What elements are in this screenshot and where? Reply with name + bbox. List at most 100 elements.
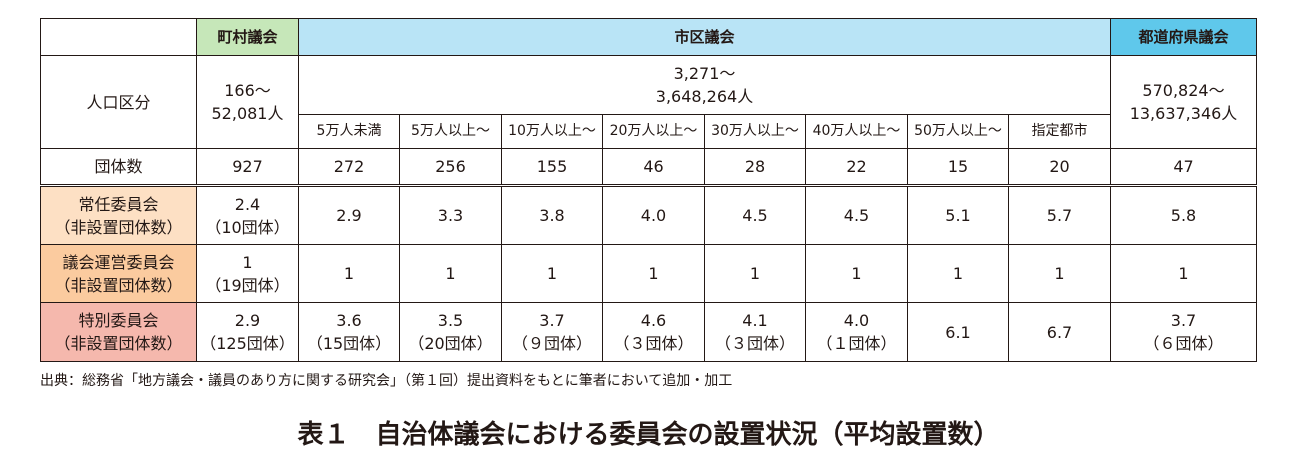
city-category: 40万人以上〜 xyxy=(805,114,908,149)
row-label-sub: （非設置団体数） xyxy=(54,275,183,295)
data-cell: 1 xyxy=(1110,244,1257,303)
city-population-min: 3,271〜 xyxy=(673,64,736,83)
data-cell: 3.3 xyxy=(399,185,502,245)
row-label-main: 議会運営委員会 xyxy=(62,252,175,272)
count-cell: 20 xyxy=(1008,148,1111,187)
count-cell: 272 xyxy=(298,148,400,187)
city-category: 5万人未満 xyxy=(298,114,400,149)
standing-committee-label: 常任委員会 （非設置団体数） xyxy=(40,185,197,245)
cell-value: 1 xyxy=(1054,264,1065,283)
count-cell: 927 xyxy=(196,148,299,187)
data-cell: 5.8 xyxy=(1110,185,1257,245)
city-header: 市区議会 xyxy=(298,18,1111,56)
city-category: 5万人以上〜 xyxy=(399,114,502,149)
data-cell: 4.0 xyxy=(602,185,705,245)
cell-note: （15団体） xyxy=(306,334,392,353)
corner-cell xyxy=(40,18,197,56)
cell-value: 4.6 xyxy=(640,311,667,330)
row-label-main: 特別委員会 xyxy=(78,311,159,330)
data-cell: 1 xyxy=(602,244,705,303)
data-cell: 6.7 xyxy=(1008,302,1111,362)
cell-note: （20団体） xyxy=(408,334,493,353)
data-cell: 3.5 （20団体） xyxy=(399,302,502,362)
cell-value: 1 xyxy=(1178,264,1189,283)
data-cell: 4.5 xyxy=(805,185,908,245)
table-title: 表１ 自治体議会における委員会の設置状況（平均設置数） xyxy=(297,420,1000,450)
city-category: 30万人以上〜 xyxy=(704,114,806,149)
data-cell: 2.9 xyxy=(298,185,400,245)
cell-value: 5.7 xyxy=(1046,206,1073,225)
cell-value: 1 xyxy=(648,264,659,283)
cell-note: （１団体） xyxy=(816,334,897,353)
data-cell: 3.7 （６団体） xyxy=(1110,302,1257,362)
standing-committee-row: 常任委員会 （非設置団体数） 2.4 （10団体） 2.9 3.3 3.8 4.… xyxy=(40,185,1257,245)
population-label: 人口区分 xyxy=(40,55,197,149)
cell-value: 3.7 xyxy=(539,311,565,330)
data-cell: 4.6 （３団体） xyxy=(602,302,705,362)
steering-committee-row: 議会運営委員会 （非設置団体数） 1 （19団体） 1 1 1 1 1 1 1 … xyxy=(40,244,1257,303)
count-cell: 155 xyxy=(501,148,603,187)
pref-population-max: 13,637,346人 xyxy=(1129,104,1238,123)
pref-header: 都道府県議会 xyxy=(1110,18,1257,56)
data-cell: 5.1 xyxy=(907,185,1009,245)
data-cell: 1 xyxy=(501,244,603,303)
row-label-main: 常任委員会 xyxy=(78,194,159,214)
count-cell: 47 xyxy=(1110,148,1257,187)
cell-value: 1 xyxy=(952,264,964,283)
pref-population-min: 570,824〜 xyxy=(1142,81,1225,100)
cell-value: 3.5 xyxy=(437,311,464,330)
data-cell: 1 xyxy=(298,244,400,303)
cell-value: 1 xyxy=(343,264,355,283)
population-row: 人口区分 166〜 52,081人 3,271〜 3,648,264人 570,… xyxy=(40,55,1257,149)
cell-note: （125団体） xyxy=(200,334,295,353)
source-note: 出典：総務省「地方議会・議員のあり方に関する研究会」（第１回）提出資料をもとに筆… xyxy=(40,373,733,389)
data-cell: 1 xyxy=(399,244,502,303)
city-category: 10万人以上〜 xyxy=(501,114,603,149)
cell-note: （６団体） xyxy=(1143,334,1224,353)
cell-note: （３団体） xyxy=(613,334,694,353)
town-population: 166〜 52,081人 xyxy=(196,55,299,149)
cell-value: 1 xyxy=(242,252,253,272)
cell-value: 2.9 xyxy=(336,206,362,225)
count-cell: 46 xyxy=(602,148,705,187)
cell-value: 2.4 xyxy=(234,194,261,214)
count-label: 団体数 xyxy=(40,148,197,187)
cell-value: 4.5 xyxy=(742,206,768,225)
special-committee-label: 特別委員会 （非設置団体数） xyxy=(40,302,197,362)
data-cell: 4.0 （１団体） xyxy=(805,302,908,362)
cell-value: 2.9 xyxy=(234,311,261,330)
cell-value: 4.1 xyxy=(742,311,768,330)
count-cell: 256 xyxy=(399,148,502,187)
cell-value: 5.8 xyxy=(1170,206,1197,225)
data-cell: 3.6 （15団体） xyxy=(298,302,400,362)
cell-value: 3.7 xyxy=(1170,311,1197,330)
data-cell: 3.7 （９団体） xyxy=(501,302,603,362)
data-cell: 4.5 xyxy=(704,185,806,245)
town-header: 町村議会 xyxy=(196,18,299,56)
cell-note: （３団体） xyxy=(714,334,795,353)
city-category: 指定都市 xyxy=(1008,114,1111,149)
cell-value: 1 xyxy=(546,264,558,283)
cell-value: 1 xyxy=(445,264,456,283)
cell-note: （19団体） xyxy=(205,275,290,295)
data-cell: 2.4 （10団体） xyxy=(196,185,299,245)
cell-value: 1 xyxy=(749,264,761,283)
cell-value: 6.1 xyxy=(945,322,971,342)
cell-note: （９団体） xyxy=(511,334,592,353)
cell-value: 3.3 xyxy=(437,206,464,225)
data-cell: 4.1 （３団体） xyxy=(704,302,806,362)
cell-value: 5.1 xyxy=(945,206,971,225)
data-cell: 3.8 xyxy=(501,185,603,245)
count-cell: 15 xyxy=(907,148,1009,187)
city-category: 50万人以上〜 xyxy=(907,114,1009,149)
committee-table: 町村議会 市区議会 都道府県議会 人口区分 166〜 52,081人 3,271… xyxy=(40,18,1257,362)
data-cell: 1 xyxy=(704,244,806,303)
special-committee-row: 特別委員会 （非設置団体数） 2.9 （125団体） 3.6 （15団体） 3.… xyxy=(40,302,1257,362)
steering-committee-label: 議会運営委員会 （非設置団体数） xyxy=(40,244,197,303)
cell-value: 3.6 xyxy=(336,311,362,330)
town-population-max: 52,081人 xyxy=(211,104,284,123)
data-cell: 1 xyxy=(805,244,908,303)
count-cell: 22 xyxy=(805,148,908,187)
city-category-row: 5万人未満 5万人以上〜 10万人以上〜 20万人以上〜 30万人以上〜 40万… xyxy=(41,114,1257,149)
data-cell: 1 xyxy=(907,244,1009,303)
